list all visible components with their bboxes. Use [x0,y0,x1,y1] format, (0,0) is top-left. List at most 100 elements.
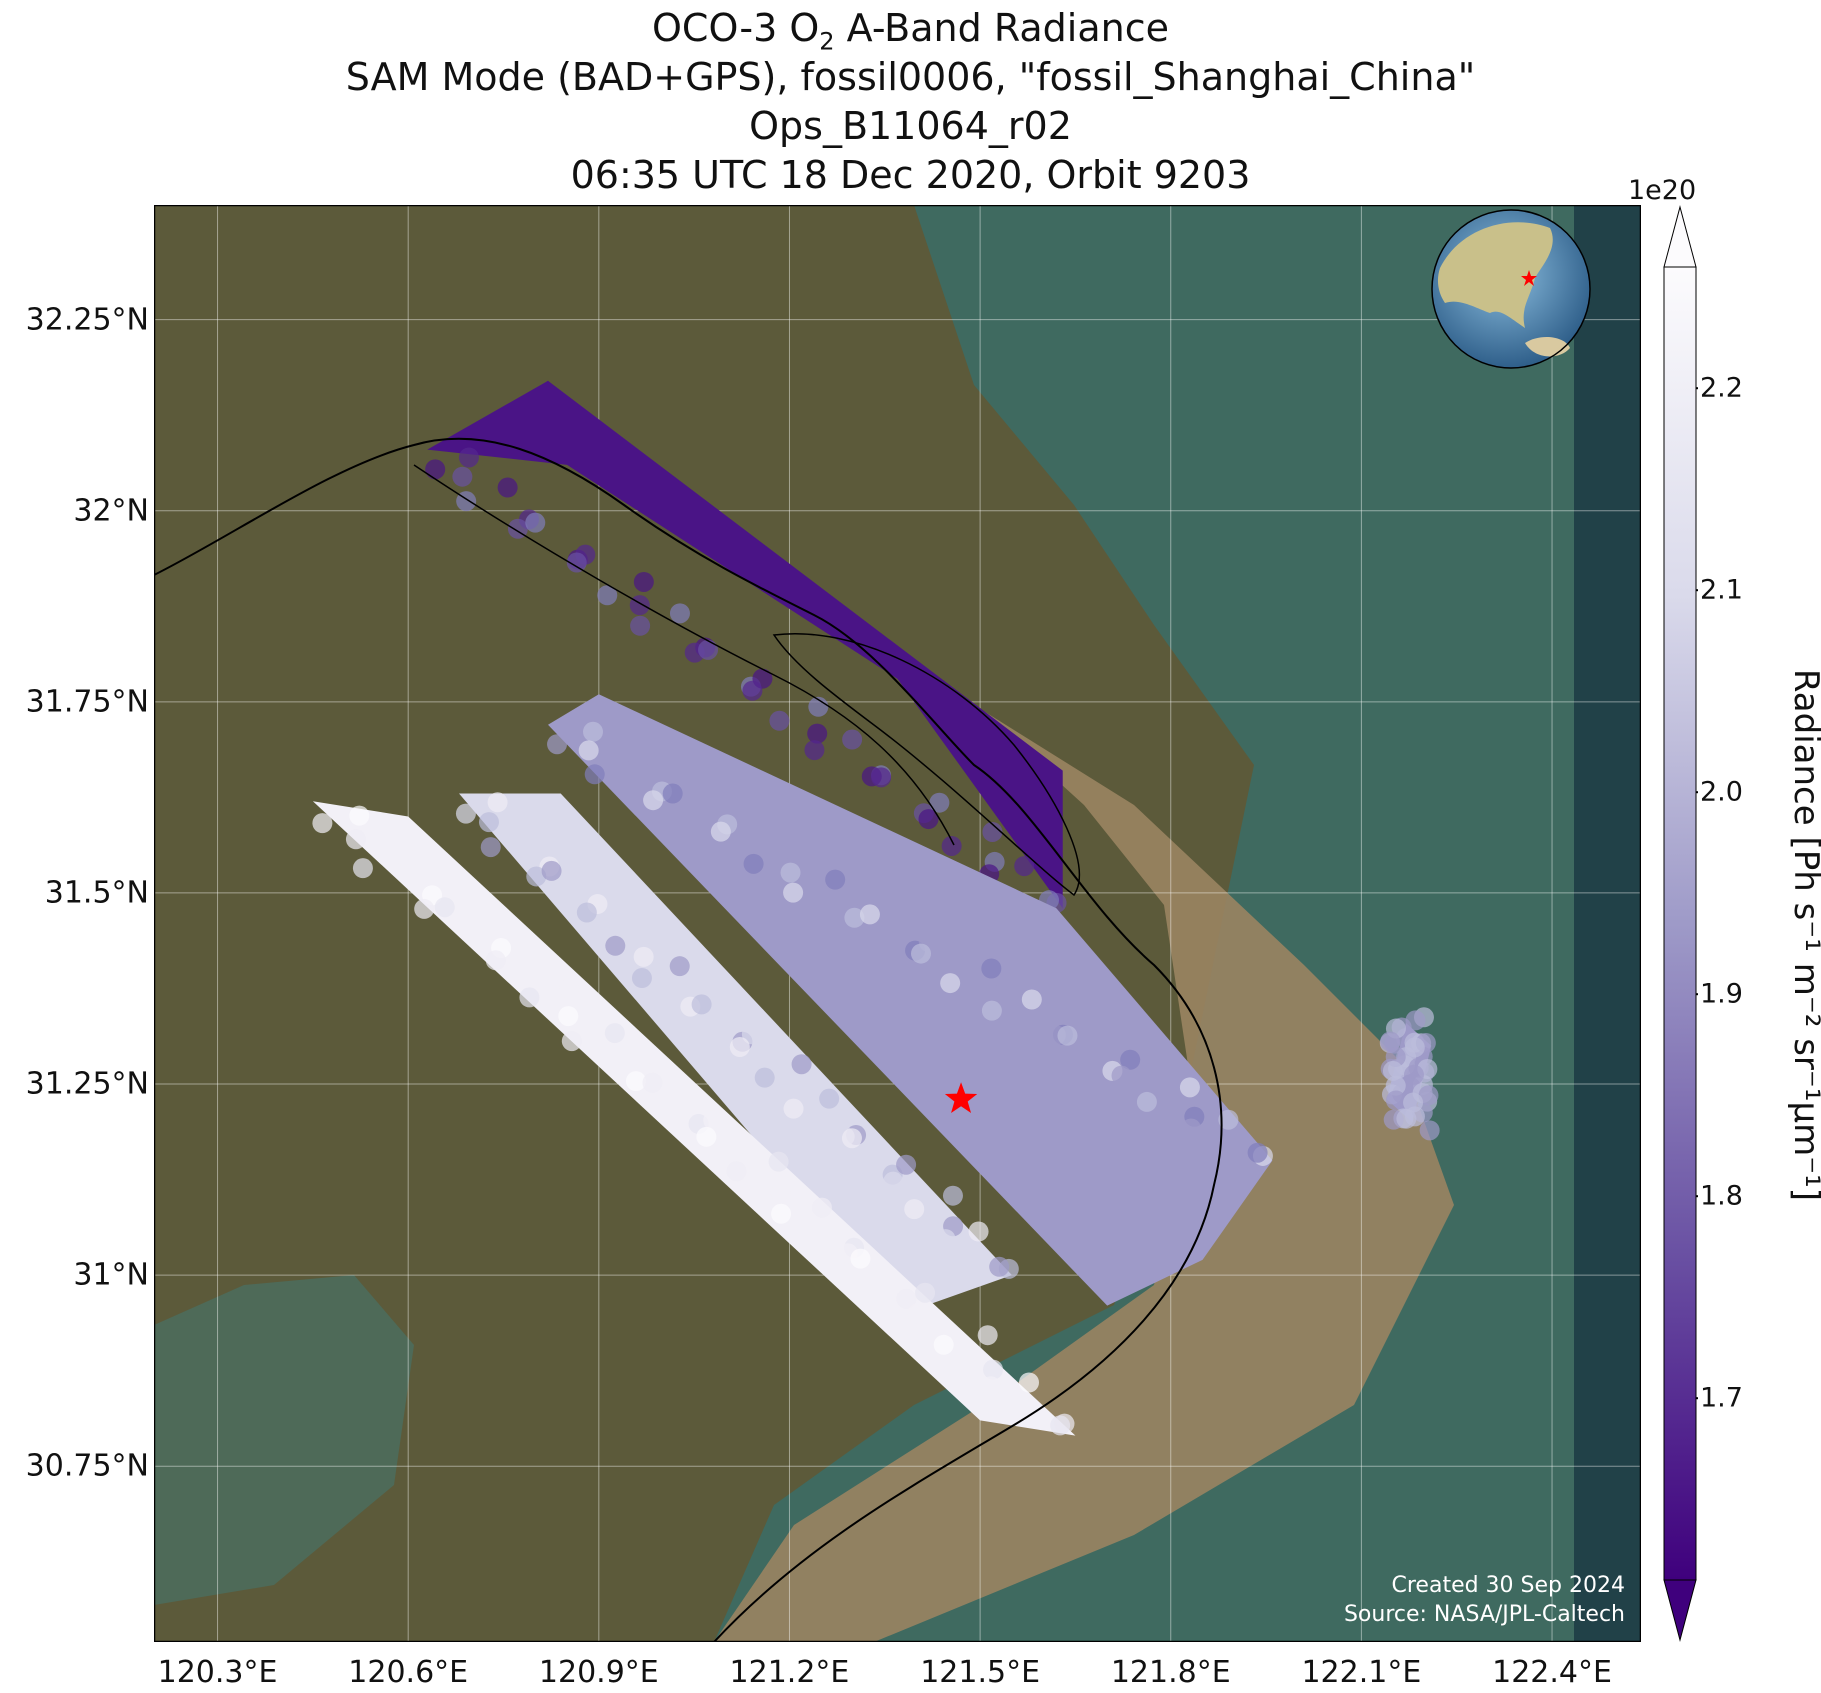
colorbar [1663,205,1698,1642]
swath-cell [859,904,880,925]
swath-cell [583,721,604,742]
swath-cell [783,1098,804,1119]
swath-cell [1179,1077,1200,1098]
swath-cell [1120,1049,1141,1070]
swath-cell [896,1288,917,1309]
swath-cell [1111,1065,1132,1086]
lon-tick-label: 121.8°E [1110,1655,1231,1690]
swath-cell [811,1197,832,1218]
swath-cell [1247,1142,1268,1163]
swath-cell [742,680,763,701]
swath-cell [698,639,719,660]
colorbar-tick-label: 1.7 [1700,1382,1743,1414]
swath-cell [1404,1037,1425,1058]
swath-cell [981,1000,1002,1021]
lat-tick-label: 31.25°N [25,1066,149,1102]
swath-cell [1382,1060,1403,1081]
swath-cell [841,1128,862,1149]
swath-cell [566,552,587,573]
swath-cell [1014,856,1035,877]
credit-created: Created 30 Sep 2024 [1391,1573,1626,1598]
swath-cell [662,783,683,804]
swath-cell [525,512,546,533]
swath-cell [455,803,476,824]
swath-layer [312,380,1440,1436]
swath-cell [935,1229,956,1250]
swath-cell [915,1282,936,1303]
swath-cell [584,764,605,785]
swath-cell [770,1182,791,1203]
globe-asia-landmass [1437,222,1553,328]
lon-tick-label: 121.2°E [729,1655,850,1690]
swath-cell [526,866,547,887]
swath-cell [782,839,803,860]
swath-cell [691,994,712,1015]
swath-cell [1380,1031,1401,1052]
swath-cell [941,835,962,856]
swath-cell [425,459,446,480]
swath-cell [576,902,597,923]
swath-cell [804,740,825,761]
chart-subtitle-version: Ops_B11064_r02 [749,104,1072,148]
map-frame [154,205,1641,1642]
swath-cell [977,1325,998,1346]
swath-cell [942,1185,963,1206]
swath-cell [458,447,479,468]
swath-cell [633,946,654,967]
swath-cell [605,935,626,956]
swath-strip [427,380,1063,909]
swath-cell [345,829,366,850]
swath-cell [1403,1064,1424,1085]
colorbar-tick-label: 1.8 [1700,1180,1743,1212]
swath-cell [349,805,370,826]
swath-cell [625,1071,646,1092]
lat-tick-label: 31.75°N [25,684,149,720]
swath-cell [547,734,568,755]
swath-cell [850,1248,871,1269]
swath-cell [771,1203,792,1224]
colorbar-body [1663,266,1697,1581]
swath-cell [769,710,790,731]
chart-title: OCO-3 O2 A-Band Radiance [652,6,1169,56]
swath-cell [933,1334,954,1355]
swath-cell [783,882,804,903]
swath-cell [485,950,506,971]
swath-cell [1403,1092,1424,1113]
swath-cell [940,973,961,994]
colorbar-tick-label: 2.1 [1700,574,1743,606]
swath-cell [487,792,508,813]
chart-subtitle-mode: SAM Mode (BAD+GPS), fossil0006, "fossil_… [345,55,1476,99]
swath-cell [911,943,932,964]
swath-cell [808,696,829,717]
colorbar-tick-label: 2.2 [1700,372,1743,404]
swath-cell [414,898,435,919]
swath-cell [1218,1109,1239,1130]
globe-star-icon [1521,270,1537,286]
chongming-island [772,633,1080,897]
swath-cell [452,466,473,487]
swath-cell [520,824,541,845]
target-star-marker [944,1082,978,1114]
swath-cell [726,1161,747,1182]
swath-cell [982,821,1003,842]
swath-cell [558,1006,579,1027]
swath-cell [983,1359,1004,1380]
coastline [154,437,1223,1642]
swath-cell [982,984,1003,1005]
lon-tick-label: 121.5°E [920,1655,1041,1690]
swath-cell [630,615,651,636]
swath-cell [871,767,892,788]
swath-cell [631,968,652,989]
colorbar-label: Radiance [Ph s⁻¹ m⁻² sr⁻¹μm⁻¹] [1786,668,1821,1202]
colorbar-extend-bottom [1663,1579,1697,1642]
swath-cell [643,790,664,811]
swath-cell [907,1303,928,1324]
swath-cell [968,1221,989,1242]
swath-cell [633,571,654,592]
lon-tick-label: 120.3°E [157,1655,278,1690]
swath-cell [1396,1108,1417,1129]
swath-cell [541,860,562,881]
swath-cell [312,813,333,834]
swath-cell [669,956,690,977]
swath-cell [578,740,599,761]
